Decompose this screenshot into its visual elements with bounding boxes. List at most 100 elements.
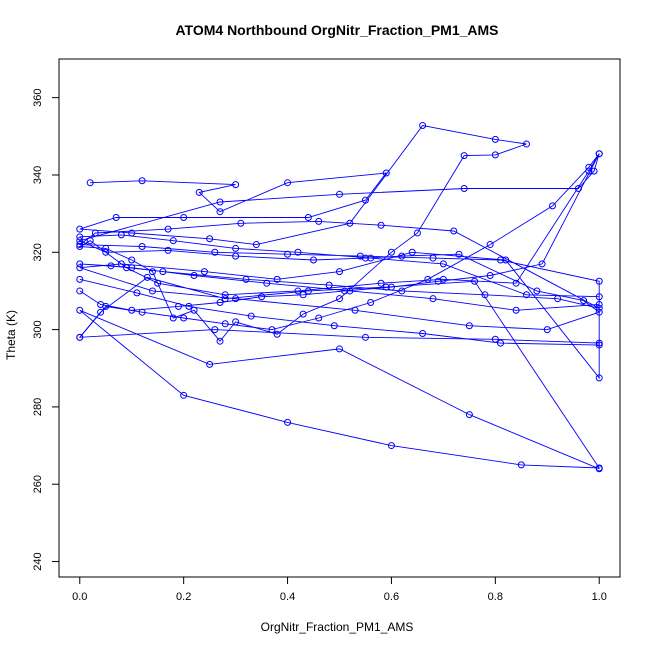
data-point <box>294 248 302 256</box>
data-point <box>107 262 115 270</box>
data-point <box>310 256 318 264</box>
data-point <box>595 465 603 473</box>
data-point <box>315 314 323 322</box>
data-point <box>206 235 214 243</box>
data-point <box>595 374 603 382</box>
data-point <box>138 177 146 185</box>
data-point <box>195 188 203 196</box>
data-point <box>258 293 266 301</box>
data-point <box>232 181 240 189</box>
data-point <box>590 167 598 175</box>
data-point <box>387 283 395 291</box>
data-point <box>232 244 240 252</box>
data-point <box>517 461 525 469</box>
y-axis-label: Theta (K) <box>4 310 18 360</box>
data-point <box>419 121 427 129</box>
data-point <box>471 277 479 285</box>
plot-area-frame <box>58 58 621 578</box>
data-point <box>538 260 546 268</box>
data-point <box>91 229 99 237</box>
data-point <box>247 312 255 320</box>
x-tick-label: 0.4 <box>280 591 295 603</box>
data-point <box>128 306 136 314</box>
data-point <box>174 302 182 310</box>
data-point <box>149 268 156 276</box>
data-point <box>595 293 603 301</box>
data-point <box>294 287 302 295</box>
chart-title: ATOM4 Northbound OrgNitr_Fraction_PM1_AM… <box>175 22 498 38</box>
data-point <box>180 213 188 221</box>
data-point <box>221 320 229 328</box>
data-point <box>523 140 530 148</box>
data-point <box>164 246 172 254</box>
y-tick-label: 280 <box>32 398 44 416</box>
data-point <box>221 291 229 299</box>
data-point <box>315 217 323 225</box>
data-point <box>356 252 364 260</box>
data-point <box>76 287 84 295</box>
data-point <box>299 310 307 318</box>
data-point <box>460 152 468 160</box>
data-point <box>159 268 167 276</box>
data-point <box>76 264 84 272</box>
data-point <box>102 248 110 256</box>
data-point <box>595 277 603 285</box>
data-point <box>76 241 84 249</box>
data-point <box>138 242 146 250</box>
data-point <box>533 287 541 295</box>
data-point <box>361 196 369 204</box>
series-line <box>78 220 600 346</box>
data-point <box>273 330 281 338</box>
data-point <box>595 300 603 308</box>
data-point <box>585 163 593 171</box>
data-point <box>149 287 156 295</box>
data-point <box>341 287 349 295</box>
data-point <box>206 360 214 368</box>
data-point <box>413 229 421 237</box>
data-point <box>439 260 447 268</box>
data-point <box>595 341 603 349</box>
data-point <box>284 179 292 187</box>
y-tick-label: 340 <box>32 166 44 184</box>
data-point <box>164 225 172 233</box>
data-point <box>185 302 193 310</box>
data-point <box>336 268 343 276</box>
series-line <box>79 153 600 338</box>
data-point <box>216 198 224 206</box>
data-point <box>76 333 84 341</box>
data-point <box>491 135 499 143</box>
data-point <box>216 337 224 345</box>
data-point <box>424 275 432 283</box>
data-point <box>491 151 499 159</box>
y-axis: 240 260 280 300 320 340 360 <box>32 88 60 571</box>
data-point <box>486 271 494 279</box>
series-2 <box>76 150 603 341</box>
data-point <box>138 308 146 316</box>
data-point <box>580 297 588 305</box>
x-tick-label: 0.6 <box>384 591 399 603</box>
data-point <box>336 190 343 198</box>
data-point <box>284 250 292 258</box>
data-point <box>465 411 473 419</box>
data-point <box>169 237 177 245</box>
data-point <box>284 418 292 426</box>
data-point <box>387 442 395 450</box>
data-point <box>86 237 94 245</box>
data-point <box>169 314 177 322</box>
data-point <box>429 295 437 303</box>
data-point <box>330 322 338 330</box>
data-point <box>408 248 416 256</box>
data-point <box>325 281 333 289</box>
y-tick-label: 300 <box>32 320 44 338</box>
data-point <box>419 329 427 337</box>
data-point <box>273 275 281 283</box>
data-point <box>76 306 84 314</box>
data-point <box>367 254 375 262</box>
data-point <box>377 279 385 287</box>
data-point <box>154 279 162 287</box>
data-point <box>200 268 208 276</box>
data-point <box>523 291 530 299</box>
data-point <box>465 322 473 330</box>
data-point <box>497 339 505 347</box>
